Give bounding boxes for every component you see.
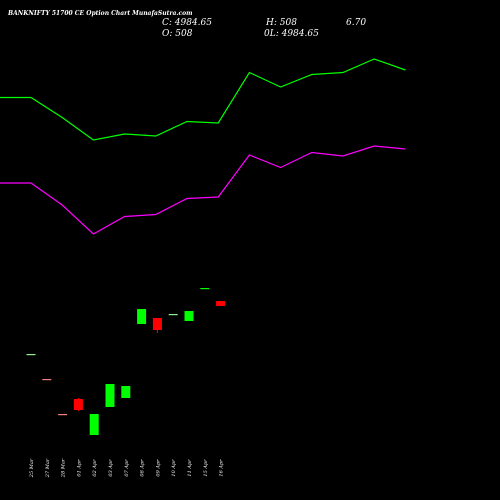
x-tick-label: 02 Apr <box>92 459 98 477</box>
x-tick-label: 03 Apr <box>108 459 114 477</box>
candle-body <box>121 386 131 398</box>
candle-body <box>73 399 83 410</box>
candles <box>26 288 226 435</box>
x-tick-label: 28 Mar <box>61 458 67 478</box>
low-value: 0L: 4984.65 <box>264 29 319 39</box>
candle-28-mar <box>58 414 68 416</box>
x-tick-label: 16 Apr <box>219 459 225 477</box>
x-tick-label: 08 Apr <box>140 459 146 477</box>
x-axis-ticks: 25 Mar 27 Mar 28 Mar 01 Apr 02 Apr 03 Apr 07 A… <box>29 458 225 478</box>
low-text: L: 4984.65 <box>269 29 319 39</box>
candle-11-apr <box>184 311 194 321</box>
low-prefix: 0 <box>264 29 270 39</box>
candle-16-apr <box>216 301 226 306</box>
candle-body <box>152 318 162 330</box>
candle-25-mar <box>26 354 36 356</box>
chart-title: BANKNIFTY 51700 CE Option Chart MunafaSu… <box>8 10 193 17</box>
candle-body <box>42 379 52 381</box>
high-value: H: 508 <box>266 18 297 28</box>
candle-09-apr <box>152 318 162 333</box>
x-tick-label: 01 Apr <box>76 459 82 477</box>
candle-body <box>168 314 178 316</box>
candle-body <box>26 354 36 356</box>
candle-08-apr <box>137 309 147 324</box>
candle-01-apr <box>73 398 83 411</box>
candle-03-apr <box>105 384 115 407</box>
overlay-line-2 <box>0 145 406 235</box>
candle-27-mar <box>42 379 52 381</box>
candle-10-apr <box>168 314 178 316</box>
x-tick-label: 25 Mar <box>29 458 35 478</box>
candle-body <box>216 301 226 306</box>
candle-body <box>200 288 210 290</box>
x-tick-label: 10 Apr <box>171 459 177 477</box>
candle-body <box>105 384 115 407</box>
x-tick-label: 09 Apr <box>155 459 161 477</box>
close-value: C: 4984.65 <box>162 18 212 28</box>
open-value: O: 508 <box>162 29 193 39</box>
candle-body <box>89 414 99 435</box>
overlay-lines <box>0 58 406 235</box>
overlay-line-1 <box>0 58 406 141</box>
x-tick-label: 11 Apr <box>187 459 193 477</box>
x-tick-label: 27 Mar <box>45 458 51 478</box>
x-tick-label: 07 Apr <box>124 459 130 477</box>
candle-02-apr <box>89 414 99 435</box>
candle-07-apr <box>121 386 131 398</box>
candle-body <box>58 414 68 416</box>
candle-body <box>137 309 147 324</box>
change-value: 6.70 <box>346 18 367 28</box>
candle-body <box>184 311 194 321</box>
candle-15-apr <box>200 288 210 290</box>
x-tick-label: 15 Apr <box>203 459 209 477</box>
